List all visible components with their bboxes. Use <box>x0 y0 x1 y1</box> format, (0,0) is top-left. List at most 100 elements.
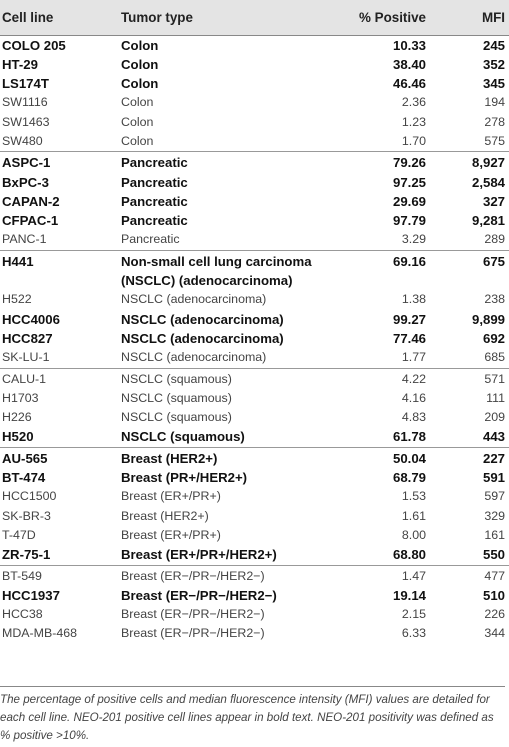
cell-line-cell: SK-LU-1 <box>2 350 50 365</box>
pct-positive-cell: 68.80 <box>392 547 426 563</box>
cell-line-cell: HCC1500 <box>2 489 57 504</box>
table-row: SW1463 Colon 1.23 278 <box>0 113 509 132</box>
mfi-cell: 226 <box>484 607 505 622</box>
cell-line-cell: HCC38 <box>2 607 43 622</box>
mfi-cell: 571 <box>430 367 509 389</box>
pct-positive-cell: 68.79 <box>392 470 426 486</box>
mfi-cell: 597 <box>484 489 505 504</box>
pct-positive-cell: 97.79 <box>392 213 426 229</box>
cell-line-cell: SK-BR-3 <box>2 508 51 523</box>
cell-line-cell: ASPC-1 <box>0 151 110 173</box>
mfi-cell: 352 <box>482 56 505 72</box>
mfi-cell: 209 <box>484 410 505 425</box>
tumor-type-cell: Pancreatic <box>121 213 188 229</box>
mfi-cell: 2,584 <box>471 174 505 190</box>
tumor-type-cell: Breast (ER−/PR−/HER2−) <box>121 607 265 622</box>
tumor-type-cell: Colon <box>121 76 159 92</box>
table-row: HCC1500 Breast (ER+/PR+) 1.53 597 <box>0 487 509 506</box>
mfi-cell: 675 <box>430 249 509 291</box>
table-row: H441 Non-small cell lung carcinoma (NSCLC… <box>0 249 509 291</box>
cell-line-cell: H1703 <box>2 390 39 405</box>
header-row: Cell line Tumor type % Positive MFI <box>0 0 509 36</box>
pct-positive-cell: 1.61 <box>401 508 426 523</box>
mfi-cell: 477 <box>430 564 509 586</box>
mfi-cell: 238 <box>484 292 505 307</box>
mfi-cell: 8,927 <box>430 151 509 173</box>
pct-positive-cell: 46.46 <box>392 76 426 92</box>
mfi-cell: 111 <box>486 390 505 405</box>
pct-positive-cell: 38.40 <box>392 56 426 72</box>
table-row: BT-549 Breast (ER−/PR−/HER2−) 1.47 477 <box>0 564 509 586</box>
table-row: ZR-75-1 Breast (ER+/PR+/HER2+) 68.80 550 <box>0 545 509 565</box>
table-row: SW1116 Colon 2.36 194 <box>0 93 509 112</box>
table-row: LS174T Colon 46.46 345 <box>0 74 509 93</box>
pct-positive-cell: 1.23 <box>401 114 426 129</box>
tumor-type-cell: Pancreatic <box>110 151 335 173</box>
cell-line-cell: H226 <box>2 410 32 425</box>
pct-positive-cell: 97.25 <box>392 174 426 190</box>
tumor-type-cell: Colon <box>121 95 154 110</box>
table-header: Cell line Tumor type % Positive MFI <box>0 0 509 36</box>
pct-positive-cell: 77.46 <box>392 330 426 346</box>
cell-line-cell: MDA-MB-468 <box>2 626 78 641</box>
pct-positive-cell: 4.16 <box>401 390 426 405</box>
cell-line-cell: T-47D <box>2 527 36 542</box>
tumor-type-cell: Pancreatic <box>121 232 180 247</box>
cell-line-cell: HCC4006 <box>2 311 60 327</box>
mfi-cell: 227 <box>430 446 509 469</box>
table-row: T-47D Breast (ER+/PR+) 8.00 161 <box>0 526 509 545</box>
table-row: ASPC-1 Pancreatic 79.26 8,927 <box>0 151 509 173</box>
cell-line-table: Cell line Tumor type % Positive MFI COLO… <box>0 0 509 641</box>
tumor-type-cell: Colon <box>121 133 154 148</box>
cell-line-cell: COLO 205 <box>2 37 66 53</box>
table-row: AU-565 Breast (HER2+) 50.04 227 <box>0 446 509 469</box>
header-cell-line: Cell line <box>0 0 110 36</box>
header-mfi: MFI <box>430 0 509 36</box>
table-row: H520 NSCLC (squamous) 61.78 443 <box>0 427 509 447</box>
table-row: HCC4006 NSCLC (adenocarcinoma) 99.27 9,899 <box>0 310 509 329</box>
mfi-cell: 591 <box>482 470 505 486</box>
tumor-type-cell: Breast (HER2+) <box>110 446 335 469</box>
cell-line-cell: HCC827 <box>2 330 53 346</box>
mfi-cell: 329 <box>484 508 505 523</box>
tumor-type-cell: Breast (PR+/HER2+) <box>121 470 248 486</box>
mfi-cell: 443 <box>482 429 505 445</box>
header-pct-positive: % Positive <box>335 0 430 36</box>
mfi-cell: 510 <box>482 587 505 603</box>
table-row: BT-474 Breast (PR+/HER2+) 68.79 591 <box>0 468 509 487</box>
tumor-type-cell: Colon <box>121 114 154 129</box>
mfi-cell: 289 <box>484 232 505 247</box>
table-row: HCC38 Breast (ER−/PR−/HER2−) 2.15 226 <box>0 605 509 624</box>
table-row: HT-29 Colon 38.40 352 <box>0 55 509 74</box>
cell-line-cell: H441 <box>0 249 110 291</box>
pct-positive-cell: 2.36 <box>401 95 426 110</box>
tumor-type-cell: Breast (HER2+) <box>121 508 209 523</box>
cell-line-cell: H522 <box>2 292 32 307</box>
table-footnote: The percentage of positive cells and med… <box>0 686 505 745</box>
tumor-type-cell: Colon <box>121 37 159 53</box>
table-row: CFPAC-1 Pancreatic 97.79 9,281 <box>0 211 509 230</box>
mfi-cell: 9,281 <box>471 213 505 229</box>
table-row: HCC1937 Breast (ER−/PR−/HER2−) 19.14 510 <box>0 586 509 605</box>
table-row: H1703 NSCLC (squamous) 4.16 111 <box>0 389 509 408</box>
table-row: SW480 Colon 1.70 575 <box>0 132 509 152</box>
table-row: SK-LU-1 NSCLC (adenocarcinoma) 1.77 685 <box>0 348 509 368</box>
cell-line-cell: PANC-1 <box>2 232 47 247</box>
pct-positive-cell: 19.14 <box>392 587 426 603</box>
tumor-type-cell: Breast (ER+/PR+/HER2+) <box>121 547 277 563</box>
tumor-type-cell: NSCLC (adenocarcinoma) <box>121 311 284 327</box>
cell-line-cell: CALU-1 <box>0 367 110 389</box>
mfi-cell: 194 <box>484 95 505 110</box>
tumor-type-cell: Breast (ER−/PR−/HER2−) <box>110 564 335 586</box>
pct-positive-cell: 10.33 <box>392 37 426 53</box>
tumor-type-cell: NSCLC (squamous) <box>121 410 232 425</box>
pct-positive-cell: 1.77 <box>401 350 426 365</box>
cell-line-cell: SW480 <box>2 133 43 148</box>
pct-positive-cell: 61.78 <box>392 429 426 445</box>
cell-line-cell: HCC1937 <box>2 587 60 603</box>
tumor-type-cell: Non-small cell lung carcinoma (NSCLC) (a… <box>110 249 335 291</box>
tumor-type-cell: NSCLC (adenocarcinoma) <box>121 330 284 346</box>
pct-positive-cell: 1.47 <box>335 564 430 586</box>
tumor-type-cell: Pancreatic <box>121 174 188 190</box>
